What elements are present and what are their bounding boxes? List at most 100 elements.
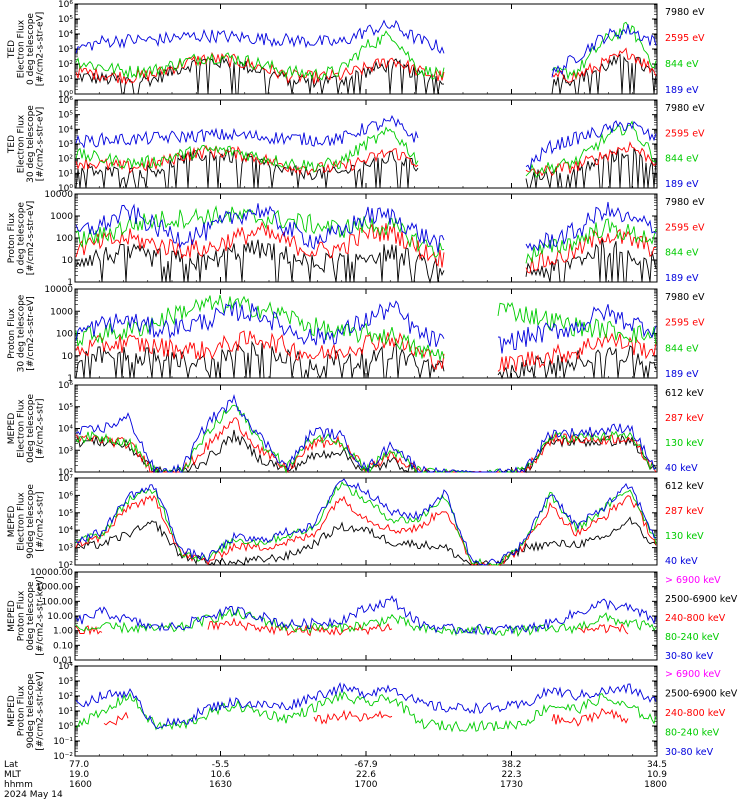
- series-189-ev: [75, 19, 657, 78]
- series-line: [75, 47, 657, 85]
- series-40-kev: [75, 478, 657, 566]
- legend-entry: 30-80 keV: [665, 651, 714, 662]
- legend-entry: 7980 eV: [665, 7, 705, 18]
- x-tick-mlt: 19.0: [69, 770, 89, 780]
- panel-6: 10² 10³ 10⁴ 10⁵ 10⁶ 10⁷ MEPED Electron Flux 90de…: [7, 474, 704, 571]
- legend-entry: 2595 eV: [665, 318, 705, 329]
- legend-entry: 844 eV: [665, 154, 699, 165]
- x-tick-lat: 77.0: [69, 760, 89, 770]
- y-tick-label: 10²: [58, 561, 73, 571]
- series-line: [75, 237, 657, 284]
- series-line: [75, 53, 657, 95]
- y-tick-label: 10²: [58, 468, 73, 478]
- series-612-kev: [75, 516, 657, 567]
- legend-entry: 844 eV: [665, 248, 699, 259]
- y-axis-label: 90deg telescope: [26, 673, 36, 748]
- y-tick-label: 10³: [58, 45, 73, 55]
- y-tick-label: 10⁴: [58, 125, 73, 135]
- legend-entry: 844 eV: [665, 343, 699, 354]
- series-30-80-kev: [75, 595, 657, 636]
- y-tick-label: 10³: [58, 446, 73, 456]
- y-axis-label: [#/cm2-s-str-eV]: [26, 201, 36, 276]
- x-row-label: Lat: [4, 760, 19, 770]
- panel-8: 10⁻² 10⁻¹ 10⁰ 10¹ 10² 10³ 10⁴ MEPED Proton Flux 9…: [7, 662, 738, 762]
- y-tick-label: 10000: [44, 285, 73, 295]
- y-tick-label: 100: [56, 330, 73, 340]
- legend-entry: 240-800 keV: [665, 708, 726, 719]
- x-row-label: MLT: [4, 770, 22, 780]
- y-axis-label: 0deg telescope: [26, 581, 36, 651]
- x-tick-mlt: 22.3: [501, 770, 521, 780]
- y-axis-label: Electron Flux: [17, 114, 27, 173]
- legend-entry: 287 keV: [665, 413, 704, 424]
- series-line: [75, 516, 657, 567]
- series-2595-ev: [75, 221, 656, 274]
- series-line: [75, 478, 657, 566]
- y-tick-label: 10⁵: [58, 403, 73, 413]
- series-844-ev: [75, 21, 657, 81]
- legend-entry: 40 keV: [665, 556, 698, 567]
- x-tick-lat: -5.5: [212, 760, 230, 770]
- y-axis-label: [#/cm2-s-str-eV]: [26, 296, 36, 371]
- y-tick-label: 10⁴: [58, 662, 73, 672]
- series-40-kev: [75, 394, 657, 474]
- series-line: [75, 21, 657, 81]
- panel-7: 0.01 0.10 1.00 10.00 100.00 1000.00 10000.00 ME…: [7, 568, 738, 666]
- y-axis-label: [#/cm2-s-str]: [36, 491, 46, 551]
- y-tick-label: 10⁻²: [53, 752, 73, 762]
- legend-entry: 189 eV: [665, 85, 699, 96]
- y-axis-label: Proton Flux: [7, 212, 17, 263]
- series-line: [75, 19, 657, 78]
- y-axis-label: 30 deg telescope: [26, 105, 36, 183]
- y-tick-label: 10⁶: [58, 0, 73, 10]
- y-tick-label: 10²: [58, 60, 73, 70]
- y-tick-label: 10²: [58, 692, 73, 702]
- x-tick-hhmm: 1730: [500, 780, 523, 790]
- series-189-ev: [75, 201, 657, 253]
- y-tick-label: 10⁰: [58, 722, 73, 732]
- y-tick-label: 10²: [58, 155, 73, 165]
- panel-frame: [74, 384, 658, 473]
- x-row-label: 2024 May 14: [4, 790, 63, 800]
- y-tick-label: 100.00: [42, 597, 74, 607]
- y-tick-label: 10⁷: [58, 474, 73, 484]
- legend-entry: 30-80 keV: [665, 747, 714, 758]
- x-tick-mlt: 10.6: [210, 770, 230, 780]
- series-844-ev: [75, 205, 657, 264]
- series-line: [75, 120, 657, 178]
- series-2595-ev: [75, 141, 657, 177]
- y-tick-label: 0.01: [53, 656, 73, 666]
- series-189-ev: [75, 300, 657, 354]
- panel-4: 1 10 100 1000 10000 Proton Flux 30 deg telesco…: [7, 285, 705, 384]
- y-axis-label: MEPED: [7, 413, 17, 445]
- legend-entry: 240-800 keV: [665, 613, 726, 624]
- x-tick-hhmm: 1800: [644, 780, 667, 790]
- series-240-800-kev: [103, 707, 629, 727]
- legend-entry: > 6900 keV: [665, 575, 721, 586]
- series-2595-ev: [75, 47, 657, 85]
- y-tick-label: 100: [56, 234, 73, 244]
- y-tick-label: 1000.00: [36, 583, 73, 593]
- legend-entry: 7980 eV: [665, 292, 705, 303]
- y-tick-label: 10000: [44, 190, 73, 200]
- y-tick-label: 10¹: [58, 707, 73, 717]
- y-tick-label: 10⁶: [58, 381, 73, 391]
- x-tick-lat: 34.5: [647, 760, 667, 770]
- series-line: [75, 607, 657, 637]
- x-tick-lat: 38.2: [501, 760, 521, 770]
- legend-entry: 80-240 keV: [665, 728, 720, 739]
- y-tick-label: 10⁻¹: [53, 737, 73, 747]
- y-axis-label: MEPED: [7, 600, 17, 632]
- legend-entry: > 6900 keV: [665, 669, 721, 680]
- legend-entry: 2500-6900 keV: [665, 594, 738, 605]
- legend-entry: 7980 eV: [665, 197, 705, 208]
- panel-frame: [74, 571, 658, 661]
- series-844-ev: [75, 120, 657, 178]
- y-axis-label: [#/cm2-s-str]: [36, 398, 46, 458]
- series-line: [75, 494, 657, 566]
- y-tick-label: 10⁶: [58, 96, 73, 106]
- series-30-80-kev: [75, 681, 657, 730]
- y-tick-label: 10³: [58, 677, 73, 687]
